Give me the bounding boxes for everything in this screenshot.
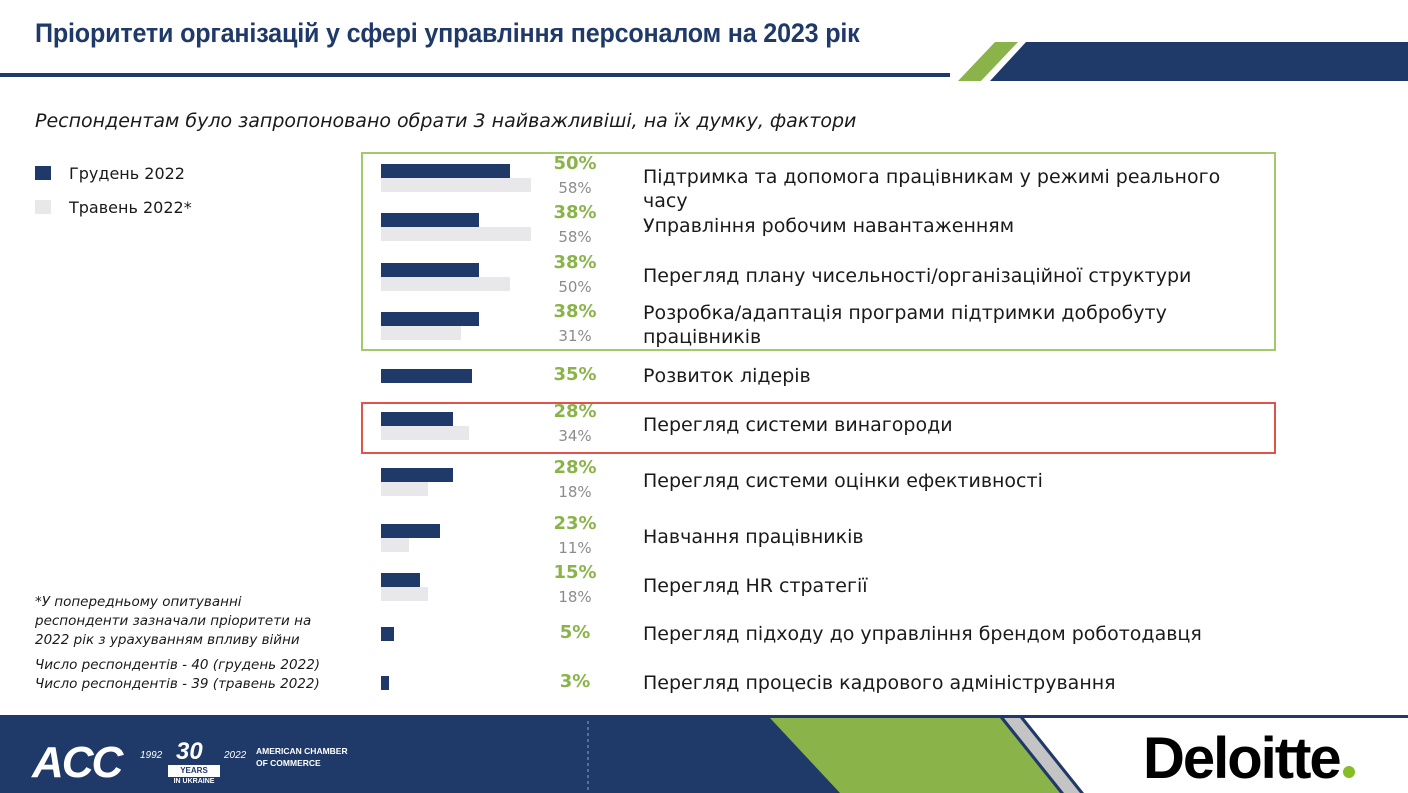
bar-may-2022: [381, 227, 531, 241]
deloitte-logo: Deloitte: [1143, 725, 1355, 792]
highlight-box-top-priorities: [361, 152, 1276, 351]
footer-gray-stripe: [1004, 718, 1080, 793]
bar-dec-2022: [381, 213, 479, 227]
respondent-counts: Число респондентів - 40 (грудень 2022) Ч…: [35, 656, 320, 694]
legend-item-may: Травень 2022*: [35, 190, 192, 224]
data-label-dec-2022: 38%: [553, 252, 597, 273]
category-label: Управління робочим навантаженням: [643, 215, 1015, 237]
header-green-stripe: [958, 42, 1018, 81]
category-label: Перегляд системи оцінки ефективності: [643, 470, 1043, 492]
bar-may-2022: [381, 482, 428, 496]
footnote: *У попередньому опитуванні респонденти з…: [35, 593, 311, 650]
acc-name: AMERICAN CHAMBER OF COMMERCE: [256, 745, 366, 769]
respondent-count-dec: Число респондентів - 40 (грудень 2022): [35, 657, 321, 673]
category-label: Розвиток лідерів: [643, 365, 811, 387]
category-label: Перегляд плану чисельності/організаційно…: [643, 265, 1192, 287]
data-label-may-2022: 58%: [558, 228, 592, 246]
bar-may-2022: [381, 587, 428, 601]
acc-year-start: 1992: [140, 750, 163, 761]
footer-green-shape: [770, 718, 1060, 793]
bar-dec-2022: [381, 164, 510, 178]
highlight-box-reward-system: [361, 402, 1276, 454]
respondent-count-may: Число респондентів - 39 (травень 2022): [35, 676, 320, 692]
page-title: Пріоритети організацій у сфері управлінн…: [35, 18, 860, 48]
data-label-dec-2022: 35%: [553, 364, 597, 385]
data-label-dec-2022: 28%: [553, 457, 597, 478]
chart-subtitle: Респондентам було запропоновано обрати 3…: [35, 110, 857, 132]
bar-dec-2022: [381, 676, 389, 690]
header-rule: [0, 73, 950, 77]
data-label-dec-2022: 23%: [553, 513, 597, 534]
legend-swatch-may: [35, 200, 51, 214]
acc-logo: ACC: [32, 738, 123, 787]
footer-band: [0, 715, 1408, 793]
category-label: Підтримка та допомога працівникам у режи…: [643, 166, 1221, 212]
bar-dec-2022: [381, 468, 453, 482]
data-label-dec-2022: 28%: [553, 401, 597, 422]
acc-name-line: AMERICAN CHAMBER: [256, 746, 348, 756]
category-label: Розробка/адаптація програми підтримки до…: [643, 302, 1167, 348]
data-label-dec-2022: 50%: [553, 153, 597, 174]
category-label: Перегляд системи винагороди: [643, 414, 953, 436]
data-label-may-2022: 18%: [558, 588, 592, 606]
bar-may-2022: [381, 326, 461, 340]
acc-year-end: 2022: [224, 750, 247, 761]
deloitte-green-dot: [1342, 766, 1355, 778]
data-label-dec-2022: 5%: [559, 622, 591, 643]
bar-may-2022: [381, 178, 531, 192]
acc-name-line: OF COMMERCE: [256, 758, 321, 768]
acc-years-word: YEARS: [168, 765, 220, 777]
footer-white-panel: [1024, 718, 1408, 793]
bar-may-2022: [381, 538, 409, 552]
bar-dec-2022: [381, 263, 479, 277]
category-label: Перегляд процесів кадрового адмініструва…: [643, 672, 1116, 694]
bar-may-2022: [381, 426, 469, 440]
header-navy-band: [990, 42, 1408, 81]
footnote-line: респонденти зазначали пріоритети на: [35, 613, 312, 629]
data-label-dec-2022: 38%: [553, 202, 597, 223]
category-label: Перегляд підходу до управління брендом р…: [643, 623, 1202, 645]
bar-dec-2022: [381, 312, 479, 326]
data-label-dec-2022: 15%: [553, 562, 597, 583]
legend-item-dec: Грудень 2022: [35, 156, 192, 190]
footnote-line: 2022 рік з урахуванням впливу війни: [35, 632, 300, 648]
acc-anniversary-number: 30: [176, 738, 203, 765]
data-label-may-2022: 58%: [558, 179, 592, 197]
data-label-may-2022: 34%: [558, 427, 592, 445]
data-label-may-2022: 11%: [558, 539, 592, 557]
bar-may-2022: [381, 277, 510, 291]
legend-label-may: Травень 2022*: [69, 197, 192, 217]
bar-dec-2022: [381, 412, 453, 426]
legend-swatch-dec: [35, 166, 51, 180]
data-label-may-2022: 31%: [558, 327, 592, 345]
bar-dec-2022: [381, 627, 394, 641]
bar-dec-2022: [381, 573, 420, 587]
acc-in-ukraine: IN UKRAINE: [173, 778, 215, 785]
acc-30-years-badge: 1992 30 2022 YEARS IN UKRAINE: [140, 738, 250, 788]
data-label-may-2022: 50%: [558, 278, 592, 296]
data-label-dec-2022: 3%: [559, 671, 591, 692]
bar-dec-2022: [381, 524, 440, 538]
data-label-dec-2022: 38%: [553, 301, 597, 322]
category-label: Навчання працівників: [643, 526, 864, 548]
chart-legend: Грудень 2022 Травень 2022*: [35, 156, 192, 224]
deloitte-wordmark: Deloitte: [1143, 726, 1342, 791]
category-label: Перегляд HR стратегії: [643, 575, 868, 597]
bar-dec-2022: [381, 369, 472, 383]
header-decoration: [0, 42, 1408, 81]
legend-label-dec: Грудень 2022: [69, 163, 185, 183]
footnote-line: *У попередньому опитуванні: [35, 594, 242, 610]
data-label-may-2022: 18%: [558, 483, 592, 501]
